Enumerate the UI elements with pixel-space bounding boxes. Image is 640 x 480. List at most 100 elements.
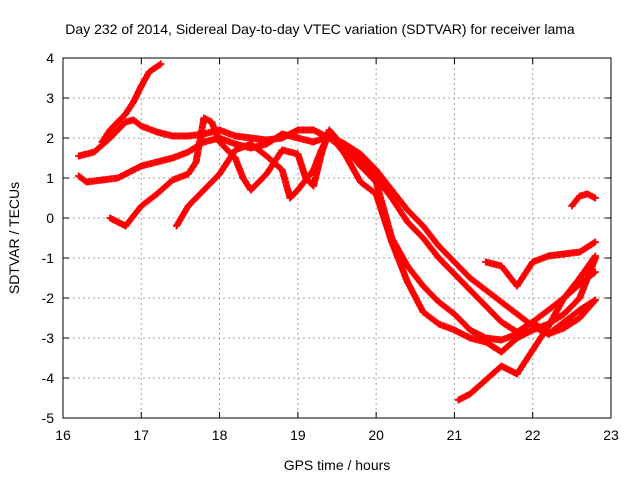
data-point [184, 170, 192, 178]
data-point [497, 348, 505, 356]
data-point [388, 186, 396, 194]
data-point [584, 190, 592, 198]
y-tick-label: -4 [42, 370, 55, 386]
data-point [544, 322, 552, 330]
data-point [435, 242, 443, 250]
data-point [129, 116, 137, 124]
data-point [529, 318, 537, 326]
data-point [153, 190, 161, 198]
data-point [90, 148, 98, 156]
chart-title: Day 232 of 2014, Sidereal Day-to-day VTE… [65, 21, 575, 37]
data-point [169, 132, 177, 140]
data-point [137, 202, 145, 210]
data-point [419, 222, 427, 230]
data-point [450, 270, 458, 278]
data-point [325, 130, 333, 138]
data-point [247, 186, 255, 194]
data-point [403, 218, 411, 226]
y-tick-label: -1 [42, 250, 55, 266]
data-point [157, 60, 165, 68]
data-point [497, 298, 505, 306]
data-point [137, 162, 145, 170]
grid-lines [63, 58, 611, 418]
y-tick-label: 2 [46, 130, 54, 146]
data-point [513, 370, 521, 378]
data-point [173, 222, 181, 230]
data-point [482, 376, 490, 384]
plot-frame [62, 57, 612, 419]
data-point [98, 176, 106, 184]
data-point [310, 126, 318, 134]
data-point [372, 190, 380, 198]
data-point [466, 334, 474, 342]
data-point [184, 148, 192, 156]
data-point [216, 138, 224, 146]
data-point [286, 194, 294, 202]
data-point [98, 138, 106, 146]
data-point [544, 252, 552, 260]
data-point [388, 238, 396, 246]
data-point [529, 346, 537, 354]
data-point [106, 214, 114, 222]
data-point [75, 152, 83, 160]
data-point [482, 302, 490, 310]
data-point [388, 194, 396, 202]
data-point [145, 68, 153, 76]
x-axis-label: GPS time / hours [284, 457, 391, 473]
x-tick-label: 23 [603, 427, 619, 443]
series-track-6 [454, 252, 599, 404]
x-tick-label: 19 [290, 427, 306, 443]
data-point [568, 202, 576, 210]
series-track-7 [482, 238, 599, 290]
data-point [466, 274, 474, 282]
data-point [231, 140, 239, 148]
data-point [310, 182, 318, 190]
data-point [153, 128, 161, 136]
data-point [560, 250, 568, 258]
series-track-5 [173, 130, 599, 356]
data-point [403, 278, 411, 286]
plot-area-marks [75, 60, 599, 404]
y-tick-label: -5 [42, 410, 55, 426]
data-point [137, 122, 145, 130]
data-point [466, 286, 474, 294]
x-tick-label: 16 [55, 427, 71, 443]
y-tick-label: -2 [42, 290, 55, 306]
data-point [513, 282, 521, 290]
data-point [231, 146, 239, 154]
data-point [169, 176, 177, 184]
data-point [560, 310, 568, 318]
data-point [356, 150, 364, 158]
data-point [278, 146, 286, 154]
data-point [591, 194, 599, 202]
data-point [576, 306, 584, 314]
data-point [310, 138, 318, 146]
y-axis-label: SDTVAR / TECUs [6, 182, 22, 294]
data-point [482, 258, 490, 266]
data-point [576, 248, 584, 256]
series-track-8 [568, 190, 599, 210]
data-point [482, 286, 490, 294]
data-point [294, 186, 302, 194]
data-point [435, 254, 443, 262]
data-point [239, 174, 247, 182]
data-point [419, 282, 427, 290]
data-point [208, 118, 216, 126]
data-point [263, 140, 271, 148]
data-point [454, 396, 462, 404]
data-point [310, 166, 318, 174]
data-point [247, 140, 255, 148]
x-tick-label: 18 [212, 427, 228, 443]
data-point [153, 158, 161, 166]
data-point [372, 178, 380, 186]
data-point [317, 146, 325, 154]
data-point [114, 174, 122, 182]
x-tick-label: 21 [447, 427, 463, 443]
data-point [497, 318, 505, 326]
x-tick-label: 20 [368, 427, 384, 443]
x-tick-label: 22 [525, 427, 541, 443]
data-point [450, 258, 458, 266]
y-tick-label: 1 [46, 170, 54, 186]
